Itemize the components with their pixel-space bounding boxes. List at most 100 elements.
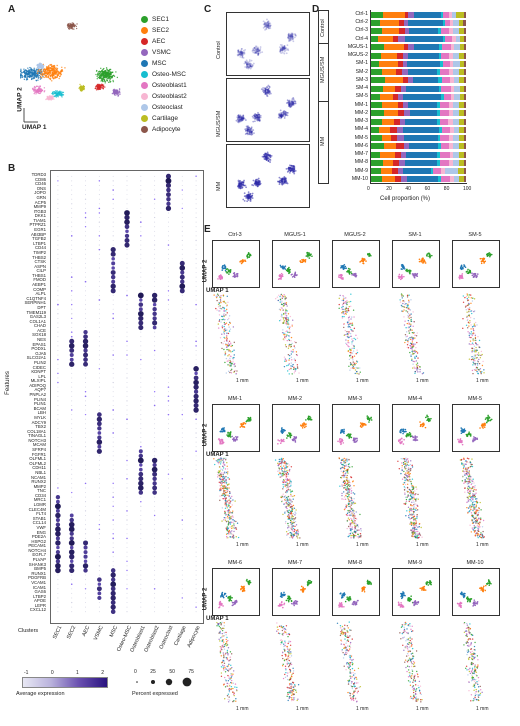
stacked-bar [370,151,466,158]
dot [181,473,183,475]
dot [98,537,100,539]
bar-segment-msc [409,27,439,34]
dot [140,340,142,342]
dot [112,496,114,498]
dot [112,450,114,452]
sample-umap-points [397,414,432,445]
dot [98,469,100,471]
dot [168,317,169,319]
dot [98,491,100,494]
dot [168,217,169,218]
dot [57,336,59,338]
dot [140,414,142,416]
dot [195,547,197,548]
dot [126,606,128,608]
dot [154,285,156,287]
dot [168,372,169,374]
dot [71,240,73,241]
stacked-bar [370,36,466,43]
dot [110,581,117,588]
dot [98,400,100,402]
dot [126,368,128,370]
dot [181,377,183,379]
dot [181,602,183,603]
dot [152,490,157,495]
dot [126,560,128,563]
gene-label: CLEC4M [28,506,46,512]
dot [168,427,169,429]
x-tick-label: 20 [386,186,392,192]
dot [112,175,114,177]
stacked-bar [370,85,466,92]
dot [181,221,183,223]
dot [140,533,142,535]
bar-segment-osteoblast1 [441,126,450,133]
dot [98,253,100,255]
legend-item-msc: MSC [141,58,187,69]
dot [140,405,142,406]
dot [194,371,198,376]
bar-segment-vsmc [408,77,414,84]
umap-cluster-osteo-msc [51,90,65,98]
dot [126,349,128,351]
dot [168,377,169,379]
bar-segment-vsmc [397,93,403,100]
sample-label: MM-3 [347,396,363,402]
dot [168,501,169,503]
bar-segment-osteoclast [453,118,460,125]
scale-bar-label: 1 mm [356,378,369,384]
dot [55,518,60,523]
dot [71,372,73,374]
dot [168,510,169,512]
dot [181,400,183,402]
dot [139,221,142,223]
dot [167,533,170,535]
dot [126,189,128,191]
dot [168,556,169,558]
dot [181,413,183,416]
dot [83,361,88,367]
dot [112,372,114,374]
dot [71,249,73,251]
gene-label: MYLK [34,414,46,420]
dot [85,377,87,379]
dot [195,363,197,365]
dot [154,212,156,214]
bar-segment-msc [414,44,440,51]
sample-umap-points [277,251,313,281]
bar-segment-osteoblast2 [448,69,454,76]
gene-label: RUNX2 [31,479,46,485]
bar-segment-osteoclast [453,110,460,117]
dot [112,400,114,402]
dot [85,464,86,466]
dot [126,611,128,613]
dot [181,446,183,448]
dot [168,588,169,590]
dot [126,579,128,581]
dot [112,469,114,471]
dot [98,308,100,310]
dot [154,505,156,507]
bar-segment-osteoblast1 [440,118,448,125]
bar-segment-osteoblast1 [442,11,449,18]
dot [140,515,142,516]
dot [57,230,59,232]
dot [195,221,197,223]
dot [140,235,142,237]
dot [154,597,156,599]
dot [98,331,100,333]
dot [98,560,100,562]
dot [140,240,142,241]
dot [98,363,100,365]
dot [195,239,197,242]
dot [167,579,170,581]
bar-segment-osteoblast1 [441,77,450,84]
dot [140,400,142,402]
dot [112,212,114,214]
gene-label: SERPINH1 [24,300,47,306]
dot [195,226,197,228]
dot [181,450,183,452]
dot [181,482,183,484]
dot [57,217,59,218]
dot [96,439,103,445]
